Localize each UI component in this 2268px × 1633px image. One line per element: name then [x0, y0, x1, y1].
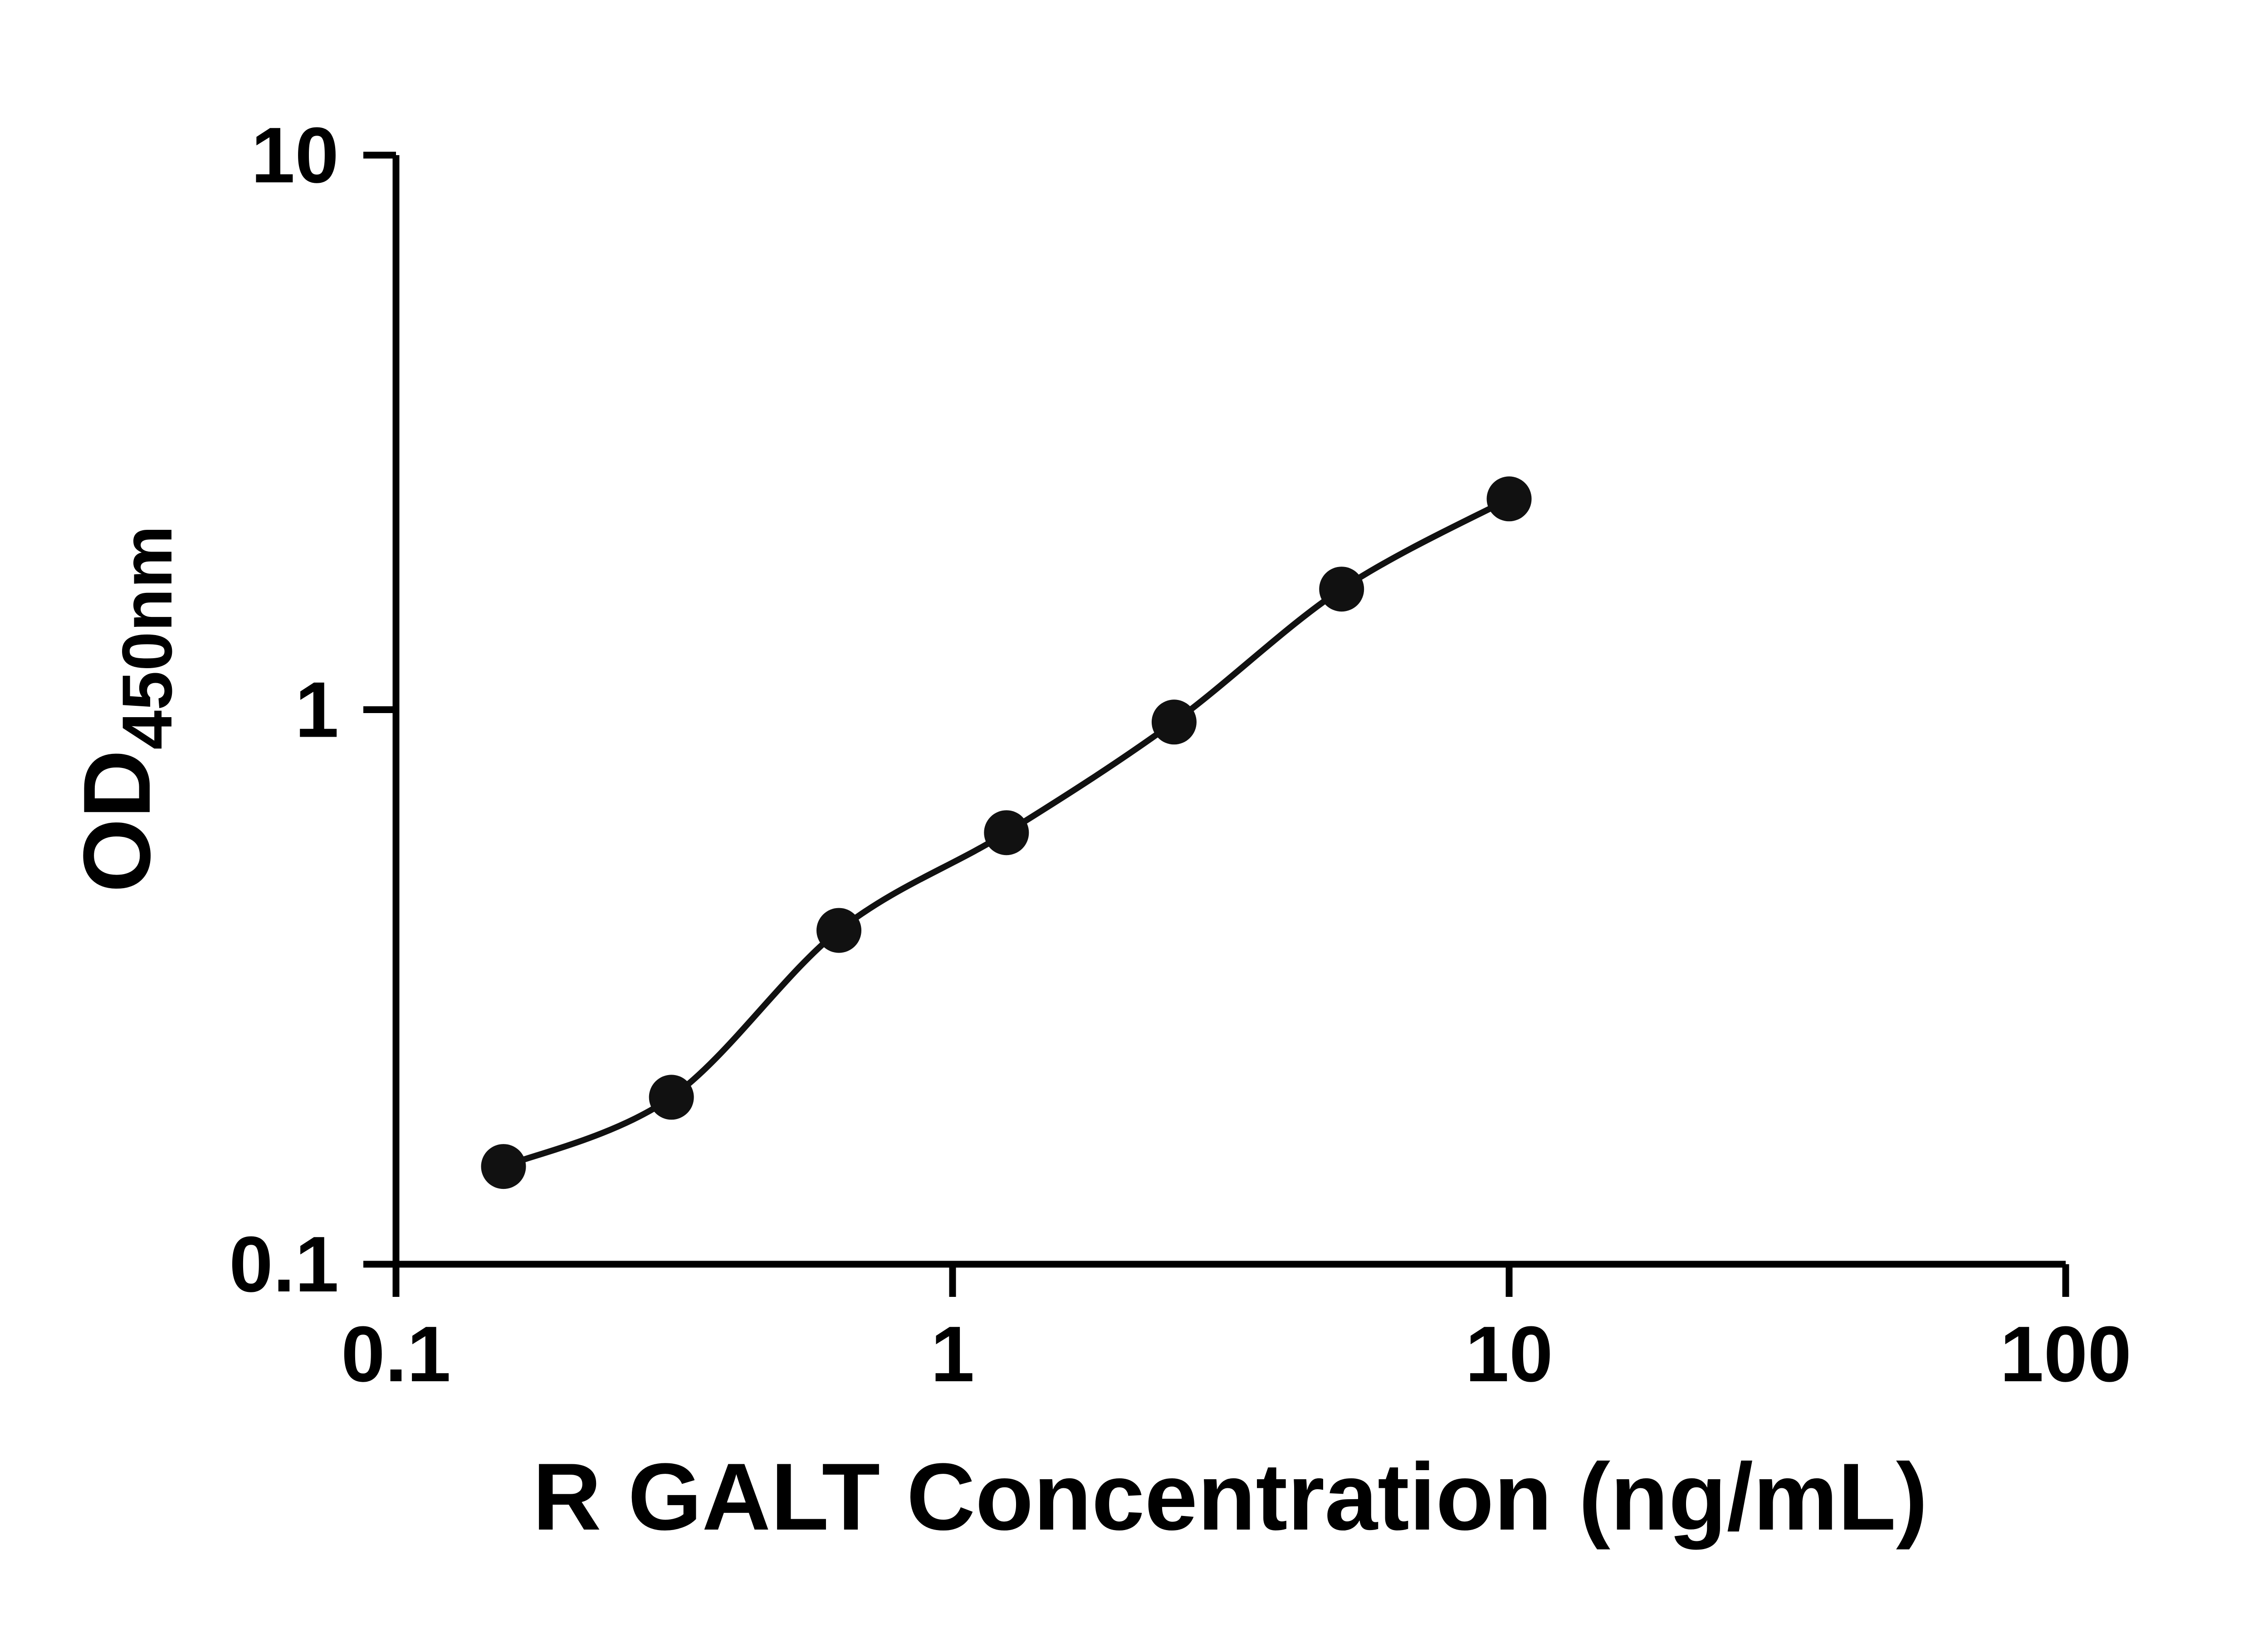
- y-axis-title-subscript: 450nm: [108, 525, 187, 749]
- x-tick-label: 1: [931, 1310, 975, 1398]
- y-tick-label: 10: [251, 111, 339, 199]
- y-axis-title-main: OD: [64, 750, 170, 893]
- axes-frame: [392, 155, 2066, 1268]
- data-point: [1319, 567, 1364, 612]
- y-tick-label: 1: [295, 665, 339, 754]
- data-point: [481, 1144, 526, 1189]
- x-tick-label: 0.1: [341, 1310, 451, 1398]
- x-tick-label: 100: [2000, 1310, 2131, 1398]
- y-tick-label: 0.1: [229, 1220, 339, 1308]
- x-axis-title: R GALT Concentration (ng/mL): [533, 1443, 1928, 1550]
- data-point: [1486, 476, 1532, 522]
- x-tick-label: 10: [1465, 1310, 1553, 1398]
- data-point: [1151, 699, 1197, 745]
- data-point: [984, 810, 1029, 856]
- data-point: [649, 1075, 694, 1120]
- y-axis-title: OD450nm: [64, 525, 187, 892]
- data-point: [816, 908, 861, 953]
